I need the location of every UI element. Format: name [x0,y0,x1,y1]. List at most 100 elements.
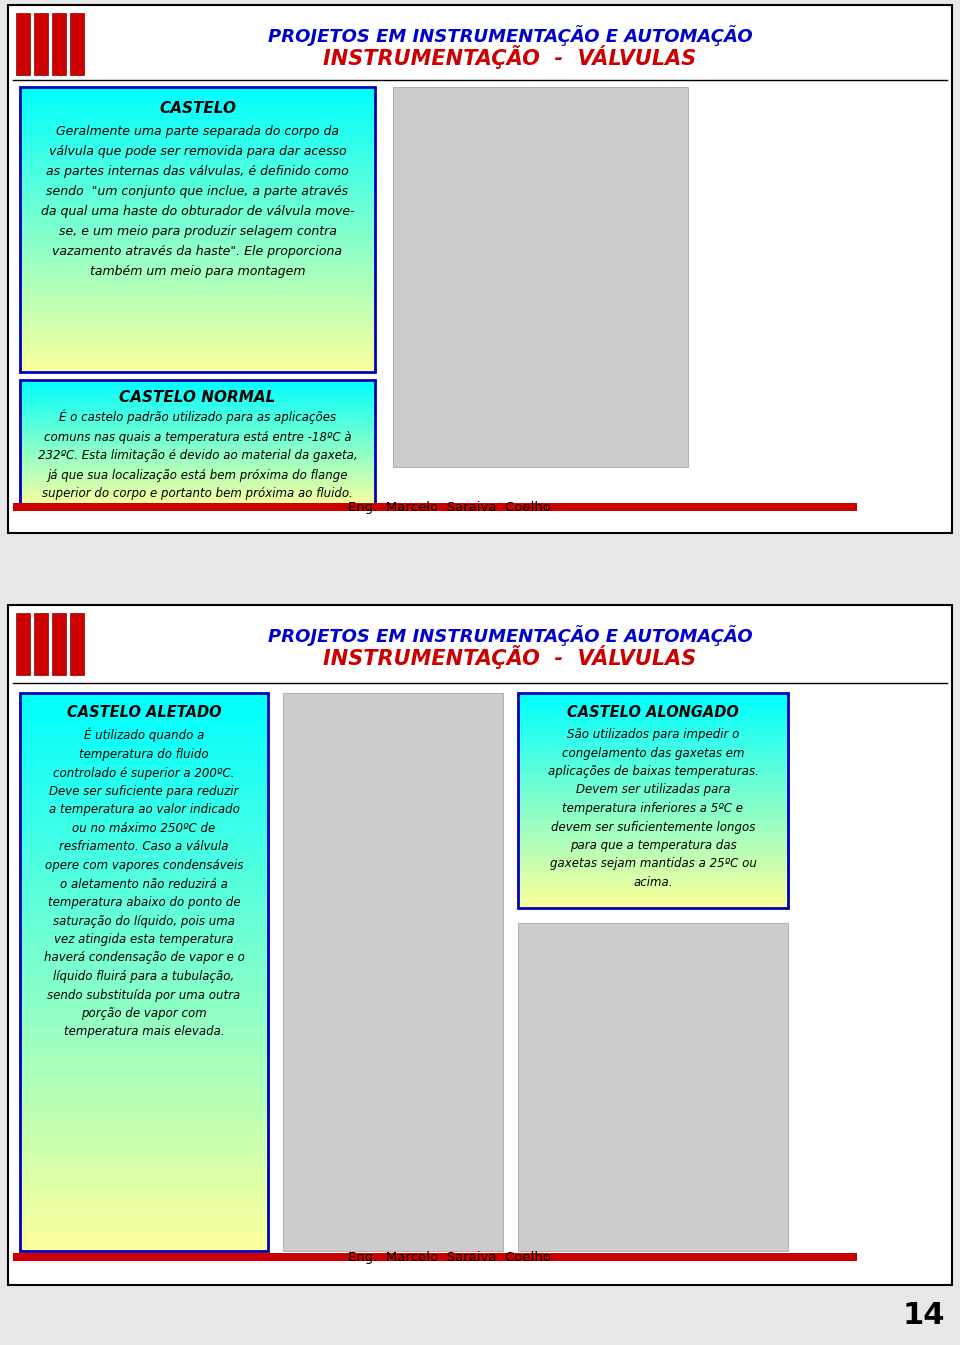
Bar [20,693,268,702]
Bar [20,404,375,406]
Bar [20,91,375,97]
Bar [20,196,375,200]
Bar [20,963,268,972]
Bar [20,206,375,211]
Bar [518,872,788,876]
Bar [20,382,375,385]
Bar [20,343,375,348]
Bar [20,465,375,468]
Bar [20,101,375,106]
Bar [20,916,268,925]
Bar [20,897,268,907]
Bar [20,129,375,134]
Bar [20,395,375,397]
Bar [518,822,788,826]
Bar [20,253,375,258]
Bar [20,163,375,168]
Bar [20,1102,268,1111]
Bar [20,702,268,712]
Bar [518,804,788,807]
Bar [518,861,788,865]
Bar [20,1093,268,1102]
Bar [518,890,788,893]
Bar [20,1130,268,1139]
Bar [20,272,375,277]
Bar [20,1120,268,1130]
Bar [20,488,375,491]
Bar [20,386,375,389]
Bar [20,1158,268,1167]
Bar [20,795,268,804]
Bar [20,191,375,196]
Text: PROJETOS EM INSTRUMENTAÇÃO E AUTOMAÇÃO: PROJETOS EM INSTRUMENTAÇÃO E AUTOMAÇÃO [268,26,753,46]
Bar [518,847,788,850]
Bar [20,451,375,452]
Bar [20,159,375,163]
Bar [70,13,84,75]
Bar [518,833,788,837]
Bar [20,421,375,422]
Bar [20,385,375,386]
Bar [20,472,375,473]
Text: CASTELO ALONGADO: CASTELO ALONGADO [567,705,739,720]
Bar [20,230,375,234]
Bar [20,401,375,404]
Bar [20,125,375,129]
Bar [20,851,268,861]
Bar [20,461,375,463]
Bar [20,426,375,429]
Bar [20,330,375,334]
Text: CASTELO: CASTELO [159,101,236,116]
Bar [518,901,788,904]
Bar [518,893,788,897]
Bar [20,870,268,880]
Bar [20,408,375,410]
Bar [20,97,375,101]
Bar [518,740,788,744]
Bar [20,749,268,759]
Bar [20,880,268,888]
Bar [20,397,375,399]
Bar [20,1213,268,1223]
Bar [20,187,375,191]
Bar [20,116,375,120]
Bar [20,1232,268,1241]
Text: CASTELO NORMAL: CASTELO NORMAL [119,390,276,405]
Bar [20,459,375,461]
Bar [20,311,375,315]
Bar [20,168,375,172]
Bar [20,406,375,408]
Bar [518,761,788,765]
Bar [518,800,788,804]
Bar [34,13,48,75]
Bar [518,744,788,746]
Bar [20,502,375,504]
Bar [20,381,375,382]
Text: São utilizados para impedir o
congelamento das gaxetas em
aplicações de baixas t: São utilizados para impedir o congelamen… [547,728,758,889]
Bar [20,215,375,221]
Bar [20,1205,268,1213]
Text: INSTRUMENTAÇÃO  -  VÁLVULAS: INSTRUMENTAÇÃO - VÁLVULAS [324,646,697,668]
Bar [20,504,375,506]
Bar [20,433,375,436]
Bar [20,358,375,363]
Bar [518,729,788,733]
Bar [20,1241,268,1251]
Bar [20,348,375,352]
Bar [20,425,375,426]
Bar [20,823,268,833]
Bar [20,944,268,954]
Bar [518,869,788,872]
Bar [518,882,788,886]
Bar [8,5,952,533]
Bar [20,390,375,393]
Bar [8,605,952,1284]
Bar [20,1084,268,1093]
Bar [518,807,788,811]
Bar [518,693,788,908]
Bar [20,469,375,472]
Bar [20,1037,268,1046]
Bar [20,991,268,999]
Bar [20,182,375,187]
Bar [518,923,788,1251]
